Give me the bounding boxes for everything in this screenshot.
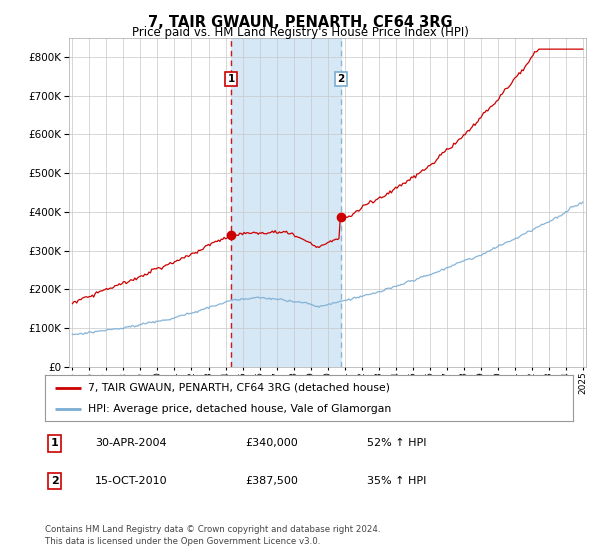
Text: 7, TAIR GWAUN, PENARTH, CF64 3RG (detached house): 7, TAIR GWAUN, PENARTH, CF64 3RG (detach… bbox=[88, 382, 390, 393]
Text: 15-OCT-2010: 15-OCT-2010 bbox=[95, 476, 168, 486]
Text: 35% ↑ HPI: 35% ↑ HPI bbox=[367, 476, 427, 486]
Text: HPI: Average price, detached house, Vale of Glamorgan: HPI: Average price, detached house, Vale… bbox=[88, 404, 392, 414]
Text: 30-APR-2004: 30-APR-2004 bbox=[95, 438, 167, 449]
Text: £387,500: £387,500 bbox=[245, 476, 299, 486]
Bar bbox=[231, 38, 341, 367]
Text: 7, TAIR GWAUN, PENARTH, CF64 3RG: 7, TAIR GWAUN, PENARTH, CF64 3RG bbox=[148, 15, 452, 30]
Text: 2: 2 bbox=[50, 476, 58, 486]
Text: Price paid vs. HM Land Registry's House Price Index (HPI): Price paid vs. HM Land Registry's House … bbox=[131, 26, 469, 39]
Text: 52% ↑ HPI: 52% ↑ HPI bbox=[367, 438, 427, 449]
Text: £340,000: £340,000 bbox=[245, 438, 298, 449]
Text: Contains HM Land Registry data © Crown copyright and database right 2024.
This d: Contains HM Land Registry data © Crown c… bbox=[45, 525, 380, 546]
Text: 1: 1 bbox=[50, 438, 58, 449]
Text: 2: 2 bbox=[337, 74, 344, 83]
Text: 1: 1 bbox=[227, 74, 235, 83]
